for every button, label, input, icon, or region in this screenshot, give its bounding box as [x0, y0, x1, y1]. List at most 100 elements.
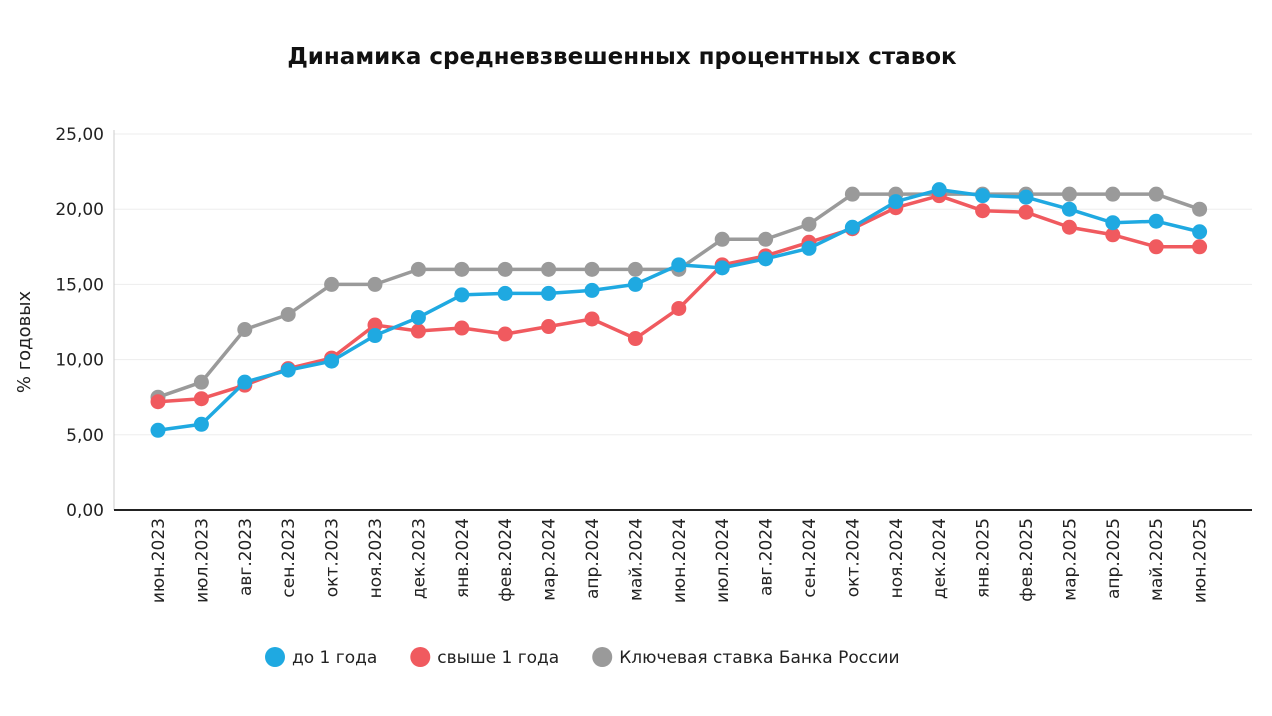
series-point — [454, 320, 470, 336]
y-tick-label: 15,00 — [55, 275, 104, 295]
series-point — [714, 260, 730, 276]
series-point — [844, 186, 860, 202]
grid-lines — [114, 133, 1252, 511]
series-point — [758, 231, 774, 247]
x-tick-label: фев.2025 — [1017, 518, 1037, 602]
series-point — [324, 276, 340, 292]
x-tick-label: мар.2024 — [540, 518, 560, 601]
x-tick-label: дек.2023 — [409, 518, 429, 599]
legend-item[interactable]: свыше 1 года — [410, 647, 559, 668]
series-point — [324, 353, 340, 369]
y-tick-label: 5,00 — [66, 426, 104, 446]
series-point — [671, 257, 687, 273]
x-tick-label: апр.2024 — [583, 518, 603, 599]
series-line — [157, 192, 1201, 399]
x-tick-label: мар.2025 — [1060, 518, 1080, 601]
x-tick-label: май.2024 — [626, 518, 646, 601]
series-point — [975, 188, 991, 204]
y-tick-label: 20,00 — [55, 200, 104, 220]
series-point — [584, 261, 600, 277]
series-point — [454, 261, 470, 277]
legend-marker — [410, 647, 431, 667]
series-point — [1105, 227, 1121, 243]
series-point — [801, 216, 817, 232]
series-point — [1018, 189, 1034, 205]
x-tick-label: авг.2024 — [757, 518, 777, 596]
legend: до 1 года свыше 1 года Ключевая ставка Бан… — [265, 647, 900, 668]
series-point — [410, 261, 426, 277]
series-point — [1192, 224, 1208, 240]
series-point — [1105, 186, 1121, 202]
x-tick-label: сен.2024 — [800, 518, 820, 598]
series-point — [1148, 239, 1164, 255]
series-point — [801, 240, 817, 256]
x-tick-label: июн.2023 — [149, 518, 169, 603]
series-line — [157, 193, 1200, 404]
axes — [113, 130, 1252, 511]
x-tick-label: июл.2023 — [192, 518, 212, 603]
y-axis-title: % годовых — [14, 291, 35, 394]
legend-label: Ключевая ставка Банка России — [619, 648, 899, 668]
x-tick-label: июн.2025 — [1191, 518, 1211, 603]
legend-label: свыше 1 года — [437, 648, 559, 668]
legend-marker — [592, 647, 613, 667]
series-layer — [150, 182, 1208, 438]
legend-marker — [265, 647, 285, 667]
x-tick-label: авг.2023 — [236, 518, 256, 596]
series-point — [367, 328, 383, 344]
series-point — [367, 317, 383, 333]
x-tick-label: окт.2023 — [323, 518, 343, 597]
x-tick-label: янв.2025 — [974, 518, 994, 598]
series-point — [931, 182, 947, 198]
series-point — [1192, 239, 1208, 255]
series-point — [627, 331, 643, 347]
series-point — [975, 203, 991, 219]
series-point — [627, 261, 643, 277]
series-point — [1061, 201, 1077, 217]
series-point — [280, 306, 296, 322]
series-point — [280, 362, 296, 378]
series-point — [888, 194, 904, 210]
x-tick-label: июл.2024 — [713, 518, 733, 603]
x-tick-label: сен.2023 — [279, 518, 299, 598]
x-tick-label: июн.2024 — [670, 518, 690, 603]
legend-item[interactable]: Ключевая ставка Банка России — [592, 647, 900, 668]
series-point — [541, 319, 557, 335]
series-point — [844, 219, 860, 235]
series-2 — [150, 182, 1208, 438]
series-point — [237, 322, 253, 338]
series-point — [1192, 201, 1208, 217]
x-tick-label: май.2025 — [1147, 518, 1167, 601]
chart-title: Динамика средневзвешенных процентных ста… — [287, 44, 957, 70]
series-point — [497, 285, 513, 301]
series-point — [454, 287, 470, 303]
series-point — [237, 374, 253, 390]
series-point — [714, 231, 730, 247]
series-point — [497, 326, 513, 342]
series-point — [1148, 186, 1164, 202]
series-point — [1148, 213, 1164, 229]
series-point — [193, 374, 209, 390]
x-tick-label: апр.2025 — [1104, 518, 1124, 599]
series-point — [541, 285, 557, 301]
x-tick-label: ноя.2024 — [887, 518, 907, 598]
series-point — [1061, 219, 1077, 235]
y-tick-label: 25,00 — [55, 125, 104, 145]
legend-label: до 1 года — [292, 648, 377, 668]
series-point — [193, 416, 209, 432]
series-point — [1105, 215, 1121, 231]
x-tick-label: ноя.2023 — [366, 518, 386, 598]
series-point — [150, 394, 166, 410]
legend-item[interactable]: до 1 года — [265, 647, 377, 668]
series-point — [150, 422, 166, 438]
series-point — [758, 251, 774, 267]
series-point — [627, 276, 643, 292]
series-point — [1061, 186, 1077, 202]
x-tick-label: янв.2024 — [453, 518, 473, 598]
y-tick-label: 0,00 — [66, 501, 104, 521]
y-tick-label: 10,00 — [55, 351, 104, 371]
series-point — [1018, 204, 1034, 220]
x-tick-label: окт.2024 — [843, 518, 863, 597]
x-tick-labels: июн.2023 июл.2023 авг.2023 сен.2023 окт.2023… — [149, 518, 1211, 603]
